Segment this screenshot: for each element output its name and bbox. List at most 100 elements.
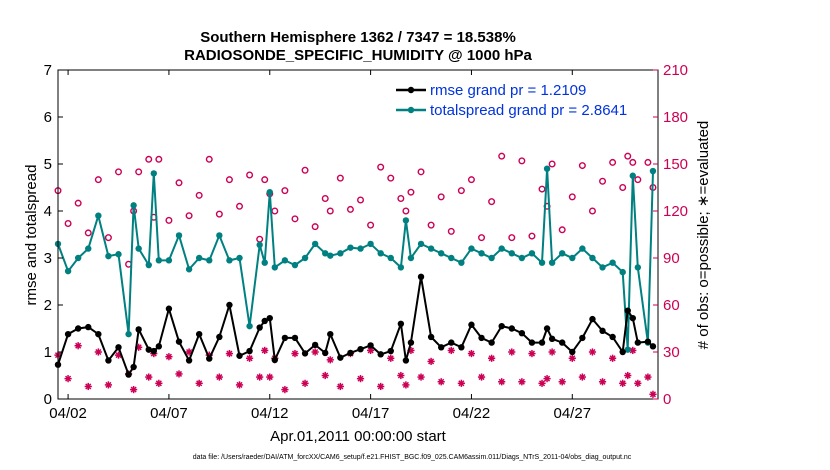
evaluated-count-marker bbox=[311, 348, 319, 356]
evaluated-count-marker bbox=[508, 348, 516, 356]
x-tick-label: 04/12 bbox=[251, 405, 289, 422]
rmse-point bbox=[634, 339, 642, 346]
plot-frame bbox=[57, 69, 659, 400]
evaluated-count-marker bbox=[356, 375, 365, 383]
possible-count-marker bbox=[84, 229, 92, 237]
totalspread-point bbox=[538, 259, 546, 266]
totalspread-point bbox=[543, 165, 551, 172]
y-left-tick-label: 1 bbox=[44, 344, 52, 361]
totalspread-point bbox=[634, 264, 642, 271]
totalspread-point bbox=[85, 245, 92, 252]
rmse-point bbox=[256, 324, 263, 331]
totalspread-point bbox=[206, 257, 213, 264]
possible-count-marker bbox=[311, 223, 319, 231]
possible-count-marker bbox=[387, 174, 395, 182]
rmse-point bbox=[397, 320, 405, 327]
evaluated-count-marker bbox=[467, 349, 476, 358]
totalspread-point bbox=[301, 254, 309, 262]
evaluated-count-marker bbox=[104, 381, 113, 389]
rmse-point bbox=[281, 334, 289, 342]
rmse-point bbox=[478, 334, 485, 342]
totalspread-point bbox=[175, 232, 183, 239]
evaluated-count-marker bbox=[175, 370, 183, 378]
series-lines bbox=[54, 165, 657, 378]
totalspread-point bbox=[185, 266, 193, 273]
rmse-point bbox=[427, 333, 435, 341]
possible-count-marker bbox=[291, 215, 299, 223]
possible-count-marker bbox=[599, 177, 607, 185]
y-left-tick-label: 6 bbox=[44, 109, 52, 126]
totalspread-point bbox=[559, 250, 566, 257]
evaluated-count-marker bbox=[326, 356, 334, 364]
rmse-point bbox=[548, 335, 556, 343]
totalspread-point bbox=[311, 240, 319, 248]
totalspread-point bbox=[74, 254, 82, 262]
rmse-point bbox=[569, 348, 576, 356]
totalspread-point bbox=[261, 259, 268, 266]
rmse-point bbox=[64, 330, 72, 338]
possible-count-marker bbox=[165, 216, 173, 224]
totalspread-point bbox=[236, 254, 243, 262]
rmse-point bbox=[135, 326, 142, 333]
possible-count-marker bbox=[457, 187, 465, 195]
legend-spread-marker bbox=[407, 106, 415, 114]
totalspread-point bbox=[387, 254, 394, 262]
footnote: data file: /Users/raeder/DAI/ATM_forcXX/… bbox=[193, 454, 632, 461]
evaluated-count-marker bbox=[261, 346, 269, 355]
possible-count-marker bbox=[205, 155, 213, 163]
possible-count-marker bbox=[498, 152, 506, 160]
possible-count-marker bbox=[417, 168, 425, 176]
rmse-point bbox=[150, 347, 157, 355]
evaluated-count-marker bbox=[477, 373, 486, 381]
possible-count-marker bbox=[538, 185, 546, 193]
totalspread-point bbox=[95, 212, 102, 219]
totalspread-point bbox=[518, 254, 526, 262]
evaluated-count-marker bbox=[387, 354, 395, 362]
totalspread-point bbox=[125, 330, 132, 338]
evaluated-count-marker bbox=[629, 346, 637, 355]
totalspread-point bbox=[377, 250, 384, 257]
rmse-point bbox=[261, 317, 268, 325]
totalspread-point bbox=[246, 322, 253, 330]
markers bbox=[54, 152, 657, 398]
possible-count-marker bbox=[624, 152, 632, 160]
possible-count-marker bbox=[135, 168, 143, 176]
evaluated-count-marker bbox=[291, 349, 299, 358]
possible-count-marker bbox=[155, 155, 163, 163]
totalspread-point bbox=[322, 250, 329, 257]
y-right-tick-label: 0 bbox=[663, 391, 671, 408]
rmse-point bbox=[649, 343, 657, 350]
rmse-point bbox=[195, 330, 203, 338]
possible-count-marker bbox=[644, 158, 652, 166]
evaluated-count-marker bbox=[84, 382, 92, 391]
rmse-point bbox=[155, 343, 163, 350]
legend-rmse-label: rmse grand pr = 1.2109 bbox=[430, 82, 586, 99]
totalspread-point bbox=[498, 245, 505, 252]
possible-count-marker bbox=[104, 234, 112, 242]
totalspread-point bbox=[508, 250, 515, 257]
totalspread-point bbox=[609, 259, 616, 266]
rmse-point bbox=[357, 345, 364, 353]
totalspread-point bbox=[417, 240, 425, 248]
evaluated-count-marker bbox=[225, 349, 234, 358]
evaluated-count-marker bbox=[619, 379, 627, 387]
totalspread-point bbox=[478, 250, 485, 257]
legend: rmse grand pr = 1.2109 totalspread grand… bbox=[393, 80, 651, 122]
evaluated-count-marker bbox=[609, 354, 617, 362]
possible-count-marker bbox=[346, 205, 354, 213]
totalspread-point bbox=[427, 245, 435, 252]
evaluated-count-marker bbox=[558, 378, 566, 386]
possible-count-marker bbox=[195, 191, 203, 199]
evaluated-count-marker bbox=[245, 354, 254, 362]
evaluated-count-marker bbox=[74, 342, 82, 350]
totalspread-point bbox=[619, 268, 626, 276]
evaluated-count-marker bbox=[94, 348, 102, 356]
evaluated-count-marker bbox=[624, 371, 632, 380]
possible-count-marker bbox=[588, 207, 596, 215]
rmse-point bbox=[417, 273, 425, 280]
x-tick-label: 04/27 bbox=[554, 405, 592, 422]
evaluated-count-marker bbox=[649, 390, 657, 398]
rmse-point bbox=[387, 347, 394, 355]
rmse-point bbox=[95, 330, 102, 338]
rmse-point bbox=[145, 346, 152, 353]
